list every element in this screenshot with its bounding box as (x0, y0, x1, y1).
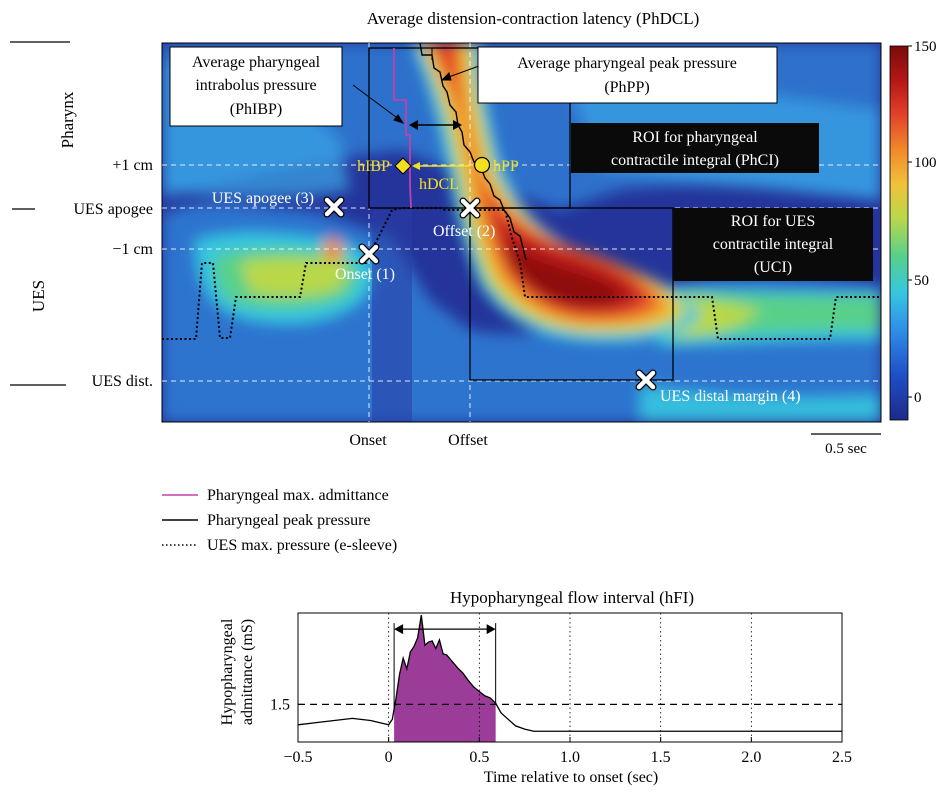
distal-x-marker (635, 369, 657, 391)
y-tick-label: 1.5 (270, 696, 290, 713)
apogee-x-marker (323, 196, 345, 218)
admittance-series-line (297, 615, 842, 732)
admittance-chart: Hypopharyngeal flow interval (hFI) Hypop… (219, 588, 852, 786)
hibp-label: hIBP (357, 158, 390, 175)
uci-callout: ROI for UES contractile integral (UCI) (673, 208, 873, 281)
svg-text:ROI for UES: ROI for UES (731, 213, 815, 230)
x-tick-label: 1.0 (560, 749, 580, 766)
legend: Pharyngeal max. admittance Pharyngeal pe… (162, 487, 397, 554)
svg-text:(PhPP): (PhPP) (604, 79, 649, 96)
phibp-callout: Average pharyngeal intrabolus pressure (… (169, 46, 343, 127)
svg-text:(UCI): (UCI) (754, 259, 792, 276)
onset-axis-label: Onset (349, 432, 387, 449)
apogee-point-label: UES apogee (3) (212, 190, 314, 207)
svg-text:contractile integral (PhCI): contractile integral (PhCI) (611, 152, 779, 169)
hpp-label: hPP (493, 158, 519, 175)
pressure-topography-panel: Average distension-contraction latency (… (10, 9, 937, 457)
svg-text:contractile integral: contractile integral (713, 236, 834, 253)
scale-bar-label: 0.5 sec (825, 441, 867, 457)
legend-label-peak-pressure: Pharyngeal peak pressure (207, 512, 371, 529)
svg-text:intrabolus pressure: intrabolus pressure (195, 77, 316, 94)
minus1-cm-label: −1 cm (112, 241, 153, 258)
chart-ylabel-line2: admittance (mS) (239, 619, 256, 725)
offset-axis-label: Offset (448, 432, 488, 449)
svg-text:(PhIBP): (PhIBP) (230, 101, 282, 118)
pharyngeal-peak-pressure-trace (419, 42, 527, 261)
colorbar-tick: 50 (914, 273, 929, 289)
x-markers (323, 196, 657, 391)
offset-x-marker (459, 197, 481, 219)
chart-xlabel: Time relative to onset (sec) (484, 769, 658, 786)
ues-label: UES (29, 280, 48, 312)
flow-interval-area (394, 615, 496, 742)
hibp-marker (394, 157, 412, 175)
heatmap-frame (161, 42, 882, 423)
chart-ylabel-line1: Hypopharyngeal (219, 618, 236, 725)
svg-text:Average pharyngeal peak pressu: Average pharyngeal peak pressure (517, 55, 737, 72)
legend-label-ues: UES max. pressure (e-sleeve) (207, 537, 397, 554)
hdcl-label: hDCL (419, 176, 459, 193)
phpp-callout: Average pharyngeal peak pressure (PhPP) (477, 46, 778, 104)
x-tick-label: 2.5 (832, 749, 852, 766)
phdcl-double-arrow (409, 120, 462, 130)
x-tick-label: 1.5 (651, 749, 671, 766)
hpp-marker (473, 156, 491, 174)
colorbar-tick: 0 (914, 390, 922, 406)
pharynx-label: Pharynx (58, 91, 77, 148)
x-tick-label: 0 (385, 749, 393, 766)
flow-interval-arrowhead-right (486, 624, 496, 635)
plus1-cm-label: +1 cm (112, 157, 153, 174)
callout-arrows (352, 48, 491, 124)
uci-roi-box (469, 207, 674, 381)
x-tick-label: 0.5 (469, 749, 489, 766)
colorbar-tick: 150 (914, 39, 937, 55)
onset-x-marker (358, 243, 380, 265)
legend-label-admittance: Pharyngeal max. admittance (207, 487, 389, 504)
svg-text:ROI for pharyngeal: ROI for pharyngeal (632, 129, 758, 146)
distal-point-label: UES distal margin (4) (660, 388, 801, 405)
colorbar: 150 100 50 0 (889, 39, 937, 421)
ues-max-pressure-trace (162, 207, 881, 340)
chart-title: Hypopharyngeal flow interval (hFI) (450, 588, 694, 607)
chart-marks: −0.5 0 0.5 1.0 1.5 2.0 2.5 1.5 (270, 612, 852, 766)
svg-text:Average pharyngeal: Average pharyngeal (192, 54, 321, 71)
phci-callout: ROI for pharyngeal contractile integral … (571, 123, 819, 173)
hdcl-arrow (412, 162, 470, 170)
x-tick-label: 2.0 (741, 749, 761, 766)
offset-point-label: Offset (2) (433, 223, 495, 240)
pharyngeal-max-admittance-trace (393, 48, 412, 209)
dist-label: UES dist. (92, 373, 153, 390)
x-tick-label: −0.5 (283, 749, 312, 766)
apogee-label: UES apogee (73, 201, 153, 218)
onset-point-label: Onset (1) (335, 266, 395, 283)
colorbar-tick: 100 (914, 155, 937, 171)
phdcl-title: Average distension-contraction latency (… (367, 9, 700, 28)
flow-interval-arrowhead-left (394, 624, 404, 635)
